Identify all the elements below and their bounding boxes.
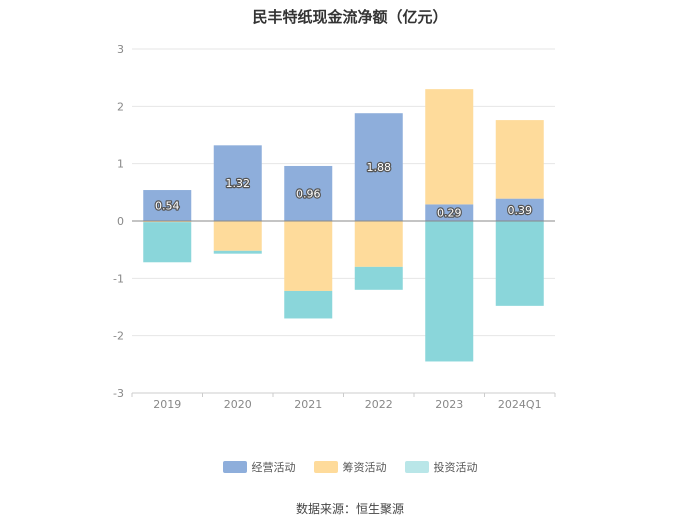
- bar-operating: [213, 145, 262, 221]
- y-axis: 3 2 1 0 -1 -2 -3: [113, 43, 124, 400]
- bar-operating: [143, 190, 192, 221]
- chart-title: 民丰特纸现金流净额（亿元）: [252, 8, 448, 26]
- data-label: 1.88: [367, 161, 392, 174]
- bar-financing: [495, 120, 544, 199]
- x-tick-label: 2023: [435, 398, 463, 411]
- x-tick-label: 2021: [294, 398, 322, 411]
- data-source: 数据来源：恒生聚源: [295, 502, 404, 516]
- x-tick-label: 2024Q1: [498, 398, 542, 411]
- bar-operating: [495, 198, 544, 221]
- data-labels: 0.54 1.32 0.96 1.88 0.29 0.39: [154, 160, 533, 221]
- legend-label-investing: 投资活动: [433, 461, 478, 474]
- legend-item-investing[interactable]: 投资活动: [404, 459, 478, 475]
- data-label: 0.54: [155, 200, 180, 213]
- grid-lines: [132, 48, 555, 394]
- y-tick-label: 2: [117, 100, 124, 113]
- data-label: 0.96: [296, 187, 321, 200]
- y-tick-label: -3: [113, 387, 124, 400]
- legend-item-operating[interactable]: 经营活动: [222, 459, 296, 475]
- y-tick-label: 0: [117, 215, 124, 228]
- bar-financing: [425, 89, 474, 205]
- bar-investing: [354, 266, 403, 290]
- data-label: 1.32: [226, 177, 251, 190]
- bar-operating: [425, 204, 474, 221]
- y-tick-label: -2: [113, 330, 124, 343]
- bar-investing: [425, 221, 474, 362]
- data-label: 0.39: [508, 204, 533, 217]
- bar-financing: [284, 221, 333, 291]
- legend-item-financing[interactable]: 筹资活动: [313, 459, 387, 475]
- bar-operating: [354, 113, 403, 221]
- bar-financing: [143, 221, 192, 223]
- legend-swatch-operating: [222, 461, 247, 473]
- bar-investing: [143, 222, 192, 263]
- legend-label-financing: 筹资活动: [342, 461, 387, 474]
- bar-financing: [213, 221, 262, 251]
- x-tick-label: 2020: [224, 398, 252, 411]
- legend-swatch-financing: [313, 461, 338, 473]
- bars: [143, 89, 544, 362]
- x-tick-label: 2019: [153, 398, 181, 411]
- bar-investing: [284, 290, 333, 319]
- bar-operating: [284, 165, 333, 221]
- x-axis: 2019 2020 2021 2022 2023 2024Q1: [131, 392, 556, 411]
- x-tick-label: 2022: [365, 398, 393, 411]
- data-label: 0.29: [437, 207, 462, 220]
- y-tick-label: -1: [113, 272, 124, 285]
- y-tick-label: 1: [117, 158, 124, 171]
- legend-label-operating: 经营活动: [251, 461, 296, 474]
- legend: 经营活动 筹资活动 投资活动: [0, 459, 700, 475]
- legend-swatch-investing: [404, 461, 429, 473]
- y-tick-label: 3: [117, 43, 124, 56]
- bar-investing: [495, 221, 544, 306]
- bar-investing: [213, 250, 262, 254]
- bar-financing: [354, 221, 403, 267]
